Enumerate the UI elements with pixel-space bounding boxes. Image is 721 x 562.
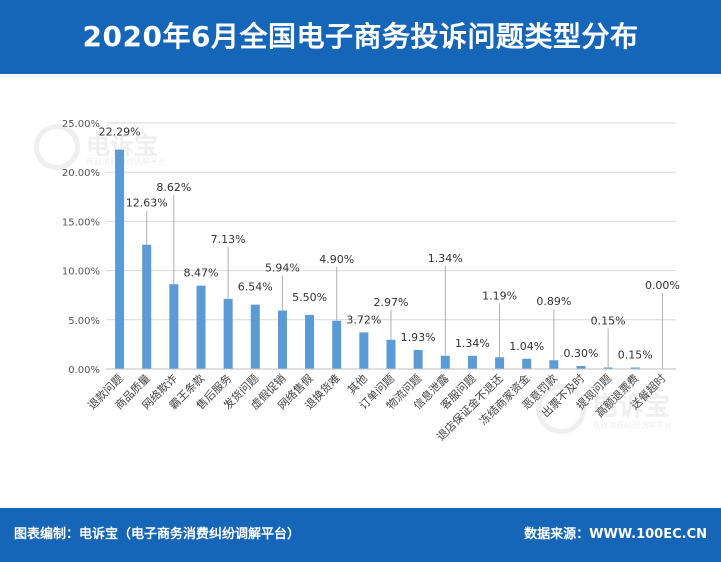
bar bbox=[169, 284, 179, 369]
data-label: 8.47% bbox=[184, 267, 219, 280]
data-label: 0.89% bbox=[536, 295, 571, 308]
footer-source: 数据来源：WWW.100EC.CN bbox=[524, 527, 707, 542]
data-label: 7.13% bbox=[211, 233, 246, 246]
bar bbox=[223, 298, 233, 369]
footer-bar: 图表编制：电诉宝（电子商务消费纠纷调解平台） 数据来源：WWW.100EC.CN bbox=[0, 508, 721, 562]
y-tick-label: 0.00% bbox=[68, 365, 100, 376]
data-label: 5.94% bbox=[265, 262, 300, 275]
chart-area: 电诉宝 电商消费纠纷调解平台 电诉宝 电商消费纠纷调解平台 0.00% 5.00%… bbox=[0, 74, 721, 508]
data-label: 3.72% bbox=[346, 313, 381, 326]
y-tick-label: 15.00% bbox=[62, 217, 100, 228]
bar bbox=[549, 360, 559, 369]
data-label: 1.34% bbox=[455, 337, 490, 350]
bar bbox=[386, 339, 396, 369]
data-label: 0.15% bbox=[591, 315, 626, 328]
bar bbox=[332, 320, 342, 369]
bar bbox=[277, 310, 287, 369]
data-label: 5.50% bbox=[292, 291, 327, 304]
bar bbox=[495, 357, 505, 369]
data-label: 4.90% bbox=[319, 253, 354, 266]
y-tick-label: 10.00% bbox=[62, 267, 100, 278]
data-label: 22.29% bbox=[99, 126, 141, 139]
data-label: 0.30% bbox=[564, 347, 599, 360]
bar bbox=[115, 149, 125, 369]
bar bbox=[603, 367, 613, 369]
data-label: 6.54% bbox=[238, 281, 273, 294]
bar bbox=[413, 350, 423, 369]
data-label: 12.63% bbox=[126, 197, 168, 210]
data-label: 0.15% bbox=[618, 349, 653, 362]
watermark-logo-left: 电诉宝 电商消费纠纷调解平台 bbox=[34, 124, 204, 184]
bar-chart: 0.00% 5.00% 10.00% 15.00% 20.00% 25.00%22.29%… bbox=[62, 119, 680, 443]
bar bbox=[305, 314, 315, 369]
data-label: 1.93% bbox=[401, 331, 436, 344]
bar bbox=[467, 355, 477, 369]
header-bar: 2020年6月全国电子商务投诉问题类型分布 bbox=[0, 0, 721, 74]
data-label: 8.62% bbox=[156, 181, 191, 194]
bar bbox=[142, 244, 152, 369]
bar bbox=[576, 366, 586, 369]
bar bbox=[250, 304, 260, 369]
data-label: 0.00% bbox=[645, 279, 680, 292]
footer-credit: 图表编制：电诉宝（电子商务消费纠纷调解平台） bbox=[14, 527, 301, 542]
watermark-logo-right: 电诉宝 电商消费纠纷调解平台 bbox=[536, 384, 716, 454]
data-label: 1.04% bbox=[509, 340, 544, 353]
bar bbox=[196, 285, 206, 369]
data-label: 1.19% bbox=[482, 289, 517, 302]
watermark-brand: 电诉宝 bbox=[86, 132, 158, 160]
bar bbox=[522, 358, 532, 369]
watermark-sub: 电商消费纠纷调解平台 bbox=[592, 421, 672, 430]
chart-title: 2020年6月全国电子商务投诉问题类型分布 bbox=[82, 20, 639, 53]
y-tick-label: 5.00% bbox=[68, 316, 100, 327]
y-tick-label: 20.00% bbox=[62, 168, 100, 179]
data-label: 1.34% bbox=[428, 252, 463, 265]
watermark-sub: 电商消费纠纷调解平台 bbox=[86, 157, 166, 166]
data-label: 2.97% bbox=[374, 296, 409, 309]
watermark-brand: 电诉宝 bbox=[592, 392, 671, 422]
bar bbox=[630, 367, 640, 369]
bar bbox=[440, 355, 450, 369]
bar bbox=[359, 332, 369, 369]
y-tick-label: 25.00% bbox=[62, 119, 100, 130]
